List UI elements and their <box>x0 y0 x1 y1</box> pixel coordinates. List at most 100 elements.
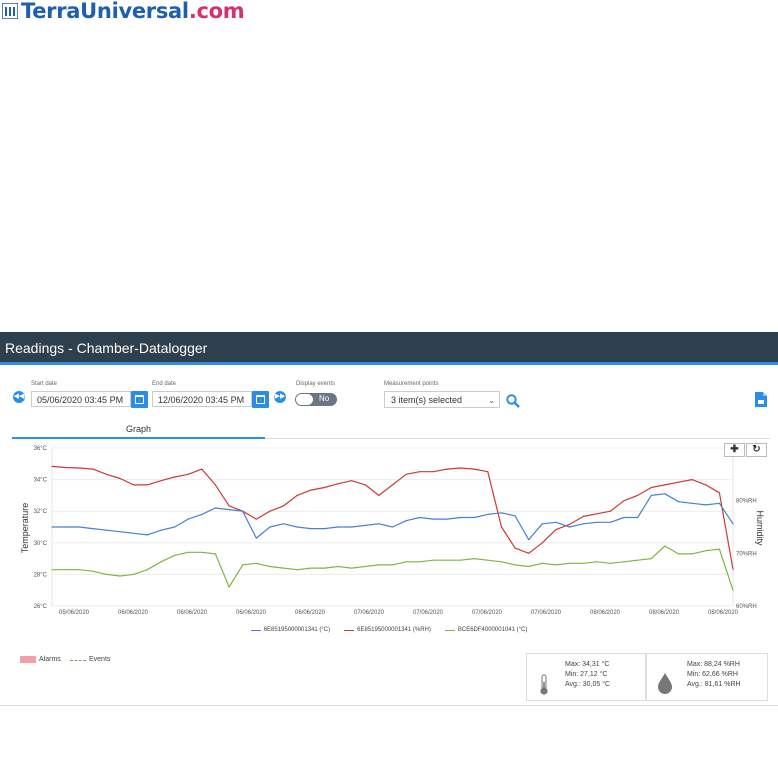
alarms-label: Alarms <box>39 656 61 663</box>
start-date-calendar-button[interactable] <box>131 391 148 408</box>
data-point <box>677 481 680 483</box>
data-point <box>133 484 135 486</box>
data-point <box>242 510 244 512</box>
data-point <box>228 586 230 588</box>
terra-universal-logo[interactable]: TerraUniversal.com <box>2 0 245 23</box>
search-icon[interactable] <box>506 394 520 408</box>
data-point <box>174 476 176 478</box>
data-point <box>255 562 257 564</box>
reset-zoom-button[interactable]: ↻ <box>746 443 767 457</box>
data-point <box>296 526 298 528</box>
data-point <box>732 589 734 591</box>
data-point <box>705 550 707 552</box>
data-point <box>664 484 666 486</box>
data-point <box>187 473 189 475</box>
data-point <box>92 468 94 470</box>
data-point <box>650 494 652 496</box>
data-point <box>364 484 366 486</box>
data-point <box>92 570 94 572</box>
measurement-points-value: 3 item(s) selected <box>391 395 463 405</box>
data-point <box>432 518 434 520</box>
measurement-points-select[interactable]: 3 item(s) selected ⌄ <box>384 391 500 408</box>
export-file-icon[interactable] <box>754 391 768 408</box>
data-point <box>664 545 666 547</box>
data-point <box>732 523 734 525</box>
x-tick-label: 08/06/2020 <box>649 610 680 616</box>
data-point <box>310 528 312 530</box>
data-point <box>78 569 80 571</box>
data-point <box>310 489 312 491</box>
data-point <box>432 471 434 473</box>
data-point <box>105 529 108 531</box>
data-point <box>514 515 516 517</box>
data-point <box>255 518 257 520</box>
data-point <box>500 512 503 514</box>
data-point <box>460 559 462 561</box>
y-tick-label: 32°C <box>34 509 48 515</box>
data-point <box>473 558 475 560</box>
data-point <box>405 561 407 563</box>
measurement-points-label: Measurement points <box>384 381 439 387</box>
data-point <box>528 565 530 568</box>
x-tick-label: 08/06/2020 <box>590 610 621 616</box>
temp-avg: Avg.: 30,05 °C <box>565 681 611 688</box>
legend-item[interactable]: BCE6DF4000001041 (°C) <box>444 624 528 636</box>
data-point <box>282 505 285 507</box>
data-point <box>201 513 203 515</box>
data-point <box>323 567 325 569</box>
data-point <box>623 500 625 502</box>
data-point <box>691 502 693 504</box>
data-point <box>65 569 67 571</box>
end-date-input[interactable]: 12/06/2020 03:45 PM <box>152 391 252 407</box>
data-point <box>541 562 543 564</box>
temperature-stats: Max: 34,31 °C Min: 27,12 °C Avg.: 30,05 … <box>526 653 646 701</box>
data-point <box>691 553 693 555</box>
data-point <box>160 480 162 482</box>
data-point <box>214 484 216 486</box>
data-point <box>460 516 462 519</box>
data-point <box>405 520 407 522</box>
data-point <box>337 565 339 568</box>
data-point <box>446 559 448 561</box>
x-tick-label: 07/06/2020 <box>472 610 503 616</box>
data-point <box>432 559 434 561</box>
humidity-avg: Avg.: 81,61 %RH <box>687 681 741 688</box>
legend-item[interactable]: 6E85195000001341 (%RH) <box>344 624 431 636</box>
data-point <box>378 494 380 496</box>
legend-label: BCE6DF4000001041 (°C) <box>457 627 528 633</box>
readings-chart[interactable]: Temperature Humidity 26°C 28°C 30°C 32°C 34°… <box>0 440 778 640</box>
data-point <box>446 468 448 470</box>
previous-period-button[interactable]: ◀◀ <box>13 391 25 403</box>
data-point <box>677 553 680 555</box>
data-point <box>146 569 148 571</box>
data-point <box>637 516 639 519</box>
data-point <box>419 471 421 473</box>
x-tick-label: 07/06/2020 <box>354 610 385 616</box>
legend-label: 6E85195000001341 (°C) <box>263 627 331 633</box>
data-point <box>323 486 325 489</box>
data-point <box>718 502 721 504</box>
y2-tick-label: 80%RH <box>736 499 757 505</box>
chevron-down-icon: ⌄ <box>488 396 495 405</box>
data-point <box>487 471 489 473</box>
start-date-input[interactable]: 05/06/2020 03:45 PM <box>31 391 131 407</box>
legend-item[interactable]: 6E85195000001341 (°C) <box>250 624 331 636</box>
data-point <box>609 510 612 512</box>
data-point <box>78 526 80 528</box>
display-events-toggle[interactable]: No <box>295 393 337 406</box>
next-period-button[interactable]: ▶▶ <box>274 391 286 403</box>
data-point <box>174 554 176 556</box>
data-point <box>718 492 721 494</box>
data-point <box>51 526 53 528</box>
series-legend: 6E85195000001341 (°C) 6E85195000001341 (%… <box>0 624 778 636</box>
tab-graph[interactable]: Graph <box>125 424 151 434</box>
data-point <box>391 484 394 486</box>
data-point <box>337 483 339 485</box>
data-point <box>105 573 108 575</box>
calendar-icon <box>256 395 265 404</box>
end-date-calendar-button[interactable] <box>252 391 269 408</box>
data-point <box>541 542 543 544</box>
pan-button[interactable]: ✚ <box>724 443 745 457</box>
data-point <box>160 529 162 531</box>
x-tick-label: 07/06/2020 <box>531 610 562 616</box>
